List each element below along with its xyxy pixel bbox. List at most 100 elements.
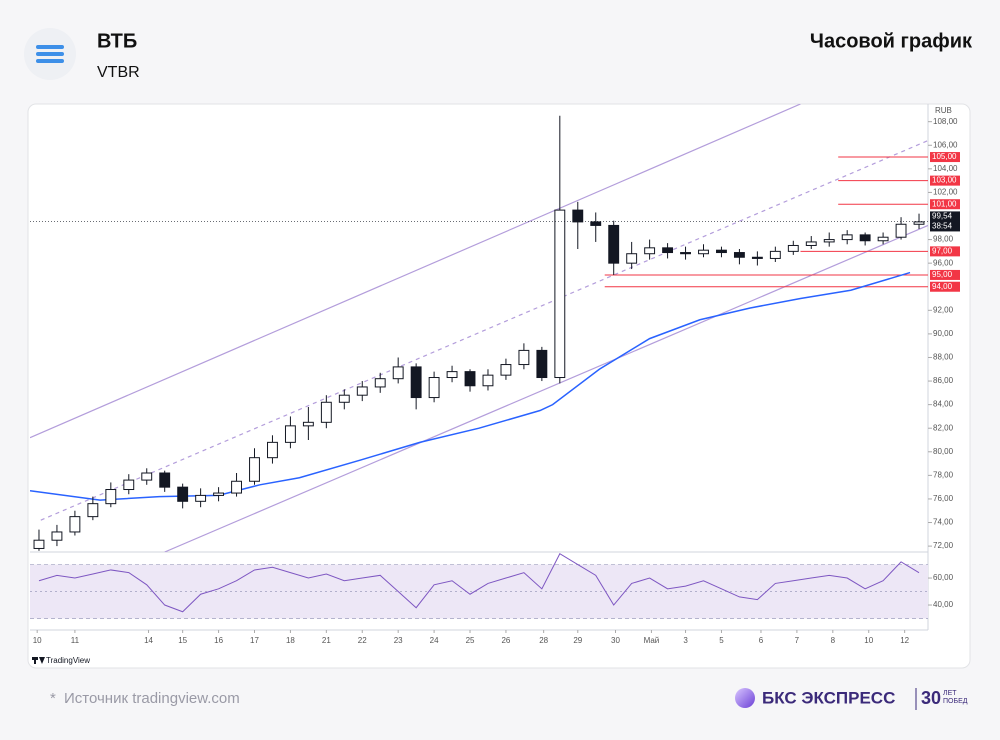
note-mark: * [50, 690, 56, 707]
y-tick-label: 82,00 [933, 423, 954, 432]
candle-body [302, 421, 314, 427]
candle-body [177, 486, 189, 502]
channel-line [164, 224, 928, 552]
x-tick-label: 24 [430, 636, 439, 645]
y-tick-label: 96,00 [933, 258, 954, 267]
candle-body [446, 371, 458, 379]
last-price-badge [930, 211, 960, 232]
level-label: 94,00 [932, 282, 953, 291]
candle-body [195, 494, 207, 502]
y-tick-label: 84,00 [933, 400, 954, 409]
candle-body [554, 209, 566, 379]
level-badge [930, 152, 960, 163]
x-tick-label: 26 [501, 636, 510, 645]
level-badge [930, 269, 960, 280]
y-tick-label: 104,00 [933, 164, 958, 173]
level-label: 95,00 [932, 270, 953, 279]
y-tick-label: 80,00 [933, 447, 954, 456]
candle-body [428, 377, 440, 399]
candle-body [644, 247, 656, 255]
candle-body [500, 364, 512, 376]
candle-body [662, 247, 674, 254]
level-label: 105,00 [932, 152, 957, 161]
x-tick-label: 3 [683, 636, 688, 645]
anniversary: 30 [921, 688, 941, 708]
x-tick-label: 30 [611, 636, 620, 645]
channel-line [30, 104, 801, 439]
candle-body [159, 472, 171, 488]
x-tick-label: 17 [250, 636, 259, 645]
candle-body [805, 241, 817, 246]
candle-body [518, 349, 530, 366]
candle-body [680, 252, 691, 255]
y-tick-label: 72,00 [933, 541, 954, 550]
candle-body [841, 234, 853, 241]
candle-body [374, 378, 386, 388]
candle-body [536, 349, 548, 379]
candle-body [51, 531, 63, 541]
candle-body [626, 253, 638, 264]
candle-body [141, 472, 153, 481]
logo [36, 45, 64, 63]
level-label: 97,00 [932, 246, 953, 255]
x-tick-label: 6 [759, 636, 764, 645]
y-tick-label: 102,00 [933, 188, 958, 197]
candle-body [320, 401, 332, 423]
candle-body [213, 492, 225, 496]
x-tick-label: 16 [214, 636, 223, 645]
y-tick-label: 90,00 [933, 329, 954, 338]
x-tick-label: 11 [71, 636, 80, 645]
currency: RUB [935, 106, 952, 115]
x-tick-label: 5 [719, 636, 724, 645]
x-tick-label: 14 [144, 636, 153, 645]
channel-line [40, 139, 928, 521]
candle-body [284, 425, 296, 443]
candle-body [69, 516, 81, 533]
watermark: TradingView [46, 656, 90, 665]
candle-body [410, 366, 422, 399]
anniversary-box: ЛЕТ ПОБЕД [943, 690, 967, 705]
rsi-band [30, 564, 928, 619]
x-tick-label: Май [644, 636, 660, 645]
chart-label: Часовой график [810, 30, 973, 52]
candle-body [464, 371, 476, 387]
candle-body [87, 503, 99, 518]
candle-body [105, 489, 117, 505]
x-tick-label: 8 [831, 636, 836, 645]
y-tick-label: 76,00 [933, 494, 954, 503]
x-tick-label: 22 [358, 636, 367, 645]
x-tick-label: 18 [286, 636, 295, 645]
brand: БКС ЭКСПРЕСС [762, 688, 895, 707]
timer: 38:54 [932, 222, 953, 231]
tv-logo [32, 657, 45, 664]
candle-body [338, 394, 350, 403]
candle-body [572, 209, 584, 223]
level-badge [930, 175, 960, 186]
x-tick-label: 28 [539, 636, 548, 645]
source: Источник tradingview.com [64, 690, 240, 707]
candle-body [392, 366, 404, 380]
candle-body [267, 441, 278, 459]
candle-body [751, 256, 763, 259]
last-price: 99,54 [932, 212, 953, 221]
candle-body [913, 221, 925, 225]
y-tick-label: 92,00 [933, 305, 954, 314]
candle-body [859, 234, 871, 242]
candle-body [608, 224, 620, 264]
rsi-tick-label: 60,00 [933, 573, 954, 582]
candle-body [590, 221, 602, 226]
candle-body [823, 239, 835, 243]
level-badge [930, 246, 960, 257]
candle-body [877, 236, 889, 242]
moving-average [30, 271, 911, 501]
level-label: 103,00 [932, 176, 957, 185]
ticker: VTBR [97, 64, 140, 81]
y-tick-label: 78,00 [933, 470, 954, 479]
candle-body [231, 480, 242, 494]
y-tick-label: 86,00 [933, 376, 954, 385]
x-tick-label: 29 [573, 636, 582, 645]
candle-body [482, 374, 494, 387]
rsi-line [38, 553, 920, 613]
candle-body [769, 250, 781, 259]
